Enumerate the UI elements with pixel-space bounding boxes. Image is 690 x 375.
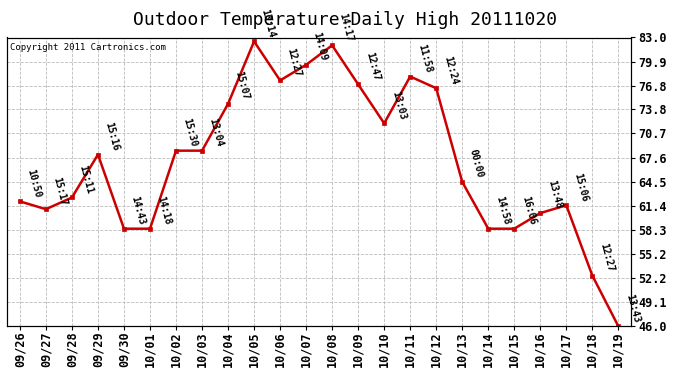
Text: Copyright 2011 Cartronics.com: Copyright 2011 Cartronics.com	[10, 43, 166, 52]
Text: 16:06: 16:06	[520, 195, 537, 226]
Text: 14:58: 14:58	[494, 195, 511, 226]
Text: 10:50: 10:50	[26, 168, 43, 199]
Text: 12:27: 12:27	[598, 242, 615, 273]
Text: Outdoor Temperature Daily High 20111020: Outdoor Temperature Daily High 20111020	[133, 11, 557, 29]
Text: 15:16: 15:16	[104, 121, 121, 152]
Text: 13:48: 13:48	[546, 179, 563, 210]
Text: 14:17: 14:17	[337, 12, 355, 42]
Text: 15:17: 15:17	[52, 176, 69, 206]
Text: 15:06: 15:06	[572, 171, 589, 202]
Text: 14:43: 14:43	[130, 195, 147, 226]
Text: 11:58: 11:58	[416, 43, 433, 74]
Text: 13:04: 13:04	[208, 117, 225, 148]
Text: 15:07: 15:07	[234, 70, 251, 101]
Text: 13:43: 13:43	[624, 292, 641, 324]
Text: 12:24: 12:24	[442, 54, 459, 86]
Text: 12:47: 12:47	[364, 51, 381, 81]
Text: 14:09: 14:09	[312, 31, 329, 62]
Text: 15:30: 15:30	[181, 117, 199, 148]
Text: 14:18: 14:18	[155, 195, 172, 226]
Text: 13:03: 13:03	[390, 90, 407, 121]
Text: 13:14: 13:14	[259, 8, 277, 39]
Text: 00:00: 00:00	[468, 148, 485, 179]
Text: 15:11: 15:11	[77, 164, 95, 195]
Text: 12:27: 12:27	[286, 46, 303, 78]
